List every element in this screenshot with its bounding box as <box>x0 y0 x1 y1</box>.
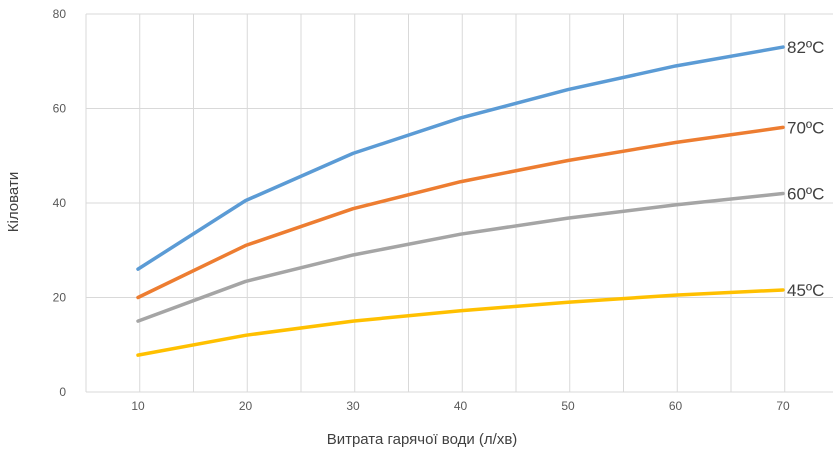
series-label: 70ºC <box>787 118 824 137</box>
y-tick-label: 20 <box>53 291 67 305</box>
y-tick-label: 80 <box>53 7 67 21</box>
series-lines <box>136 45 785 357</box>
x-tick-label: 20 <box>239 399 253 413</box>
x-axis-title: Витрата гарячої води (л/хв) <box>327 431 518 448</box>
x-tick-label: 60 <box>669 399 683 413</box>
x-tick-label: 70 <box>776 399 790 413</box>
series-line <box>136 45 785 271</box>
series-line <box>136 288 785 357</box>
grid-lines <box>85 13 833 393</box>
y-tick-label: 0 <box>59 385 66 399</box>
series-label: 45ºC <box>787 281 824 300</box>
series-line <box>136 125 785 300</box>
x-tick-label: 30 <box>346 399 360 413</box>
x-tick-label: 10 <box>131 399 145 413</box>
x-tick-label: 50 <box>561 399 575 413</box>
y-axis-title: Кіловати <box>5 172 22 232</box>
tick-labels: 0 20 40 60 80 10 20 30 40 50 60 70 <box>53 7 790 413</box>
series-line <box>136 191 785 323</box>
x-tick-label: 40 <box>454 399 468 413</box>
y-tick-label: 60 <box>53 102 67 116</box>
series-label: 60ºC <box>787 185 824 204</box>
series-label: 82ºC <box>787 38 824 57</box>
y-tick-label: 40 <box>53 196 67 210</box>
series-labels: 82ºC 70ºC 60ºC 45ºC <box>787 38 824 300</box>
